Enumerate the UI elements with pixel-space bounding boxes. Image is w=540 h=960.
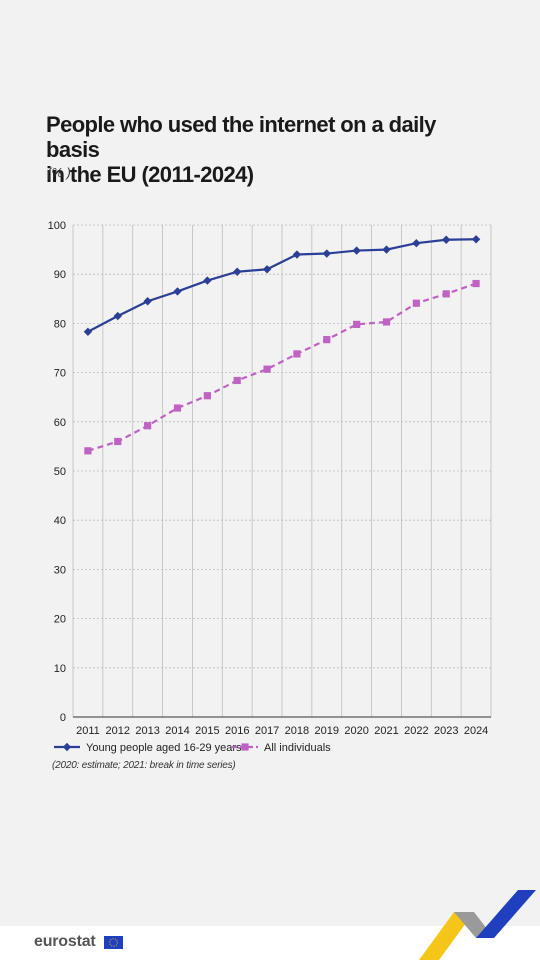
data-point-young-people xyxy=(203,276,212,285)
data-point-young-people xyxy=(352,246,361,255)
x-tick-label: 2014 xyxy=(165,725,189,737)
x-tick-label: 2024 xyxy=(464,725,488,737)
y-tick-label: 40 xyxy=(54,515,66,527)
data-point-all-individuals xyxy=(472,279,480,288)
x-tick-label: 2011 xyxy=(76,725,100,737)
data-point-all-individuals xyxy=(263,365,271,373)
chart-title-line-2: in the EU (2011-2024) xyxy=(46,162,254,187)
eu-flag-icon xyxy=(104,936,123,949)
data-point-all-individuals xyxy=(84,447,92,455)
x-tick-label: 2018 xyxy=(285,725,309,737)
y-tick-label: 90 xyxy=(54,269,66,281)
data-point-young-people xyxy=(113,311,122,321)
x-tick-label: 2019 xyxy=(315,725,339,737)
legend-marker-young-people xyxy=(62,742,72,752)
data-point-young-people xyxy=(233,267,242,276)
chart-footnote: (2020: estimate; 2021: break in time ser… xyxy=(52,760,236,771)
series-line-young-people xyxy=(87,238,477,333)
y-tick-label: 80 xyxy=(54,318,66,330)
data-point-young-people xyxy=(322,249,331,258)
unit-label: (% ) xyxy=(47,165,71,180)
data-point-all-individuals xyxy=(144,422,152,430)
data-point-all-individuals xyxy=(442,290,450,298)
data-point-young-people xyxy=(262,265,272,274)
eurostat-brand-mark xyxy=(419,890,536,960)
data-point-young-people xyxy=(143,297,152,306)
data-point-young-people xyxy=(412,239,421,248)
x-tick-label: 2016 xyxy=(225,725,249,737)
data-point-all-individuals xyxy=(382,318,391,326)
data-point-all-individuals xyxy=(114,437,122,446)
x-tick-label: 2013 xyxy=(135,725,159,737)
data-point-all-individuals xyxy=(353,320,361,328)
y-tick-label: 60 xyxy=(54,417,66,429)
data-point-all-individuals xyxy=(203,392,211,400)
x-tick-label: 2017 xyxy=(255,725,279,737)
y-tick-label: 30 xyxy=(54,564,66,576)
y-tick-label: 100 xyxy=(48,220,66,232)
data-point-young-people xyxy=(292,250,302,259)
chart-title-line-1: People who used the internet on a daily … xyxy=(46,112,436,162)
x-tick-label: 2021 xyxy=(374,725,398,737)
y-tick-label: 70 xyxy=(54,368,66,380)
data-point-young-people xyxy=(83,327,93,336)
data-point-young-people xyxy=(442,235,451,244)
series-line-all-individuals xyxy=(87,282,477,452)
data-point-young-people xyxy=(382,245,391,254)
x-tick-label: 2015 xyxy=(195,725,219,737)
y-tick-label: 10 xyxy=(54,663,66,675)
data-point-young-people xyxy=(173,287,182,296)
y-tick-label: 0 xyxy=(60,712,66,724)
legend-label-young-people: Young people aged 16-29 years xyxy=(86,742,242,754)
x-tick-label: 2022 xyxy=(404,725,428,737)
legend-label-all-individuals: All individuals xyxy=(264,742,331,754)
line-chart: 0 10 20 30 40 50 60 70 80 90 100 2011 2012 2013 2014 20… xyxy=(48,220,492,754)
x-tick-label: 2023 xyxy=(434,725,458,737)
x-tick-label: 2012 xyxy=(106,725,130,737)
eurostat-logo: eurostat xyxy=(34,933,96,950)
chart-title: People who used the internet on a daily … xyxy=(46,112,486,187)
data-point-all-individuals xyxy=(323,336,331,344)
x-tick-label: 2020 xyxy=(344,725,368,737)
data-point-all-individuals xyxy=(293,350,301,358)
data-point-all-individuals xyxy=(173,404,182,412)
data-point-young-people xyxy=(471,235,481,244)
data-point-all-individuals xyxy=(412,299,420,307)
y-tick-label: 50 xyxy=(54,466,66,478)
data-point-all-individuals xyxy=(233,376,241,385)
y-tick-label: 20 xyxy=(54,614,66,626)
legend-marker-all-individuals xyxy=(241,743,249,751)
